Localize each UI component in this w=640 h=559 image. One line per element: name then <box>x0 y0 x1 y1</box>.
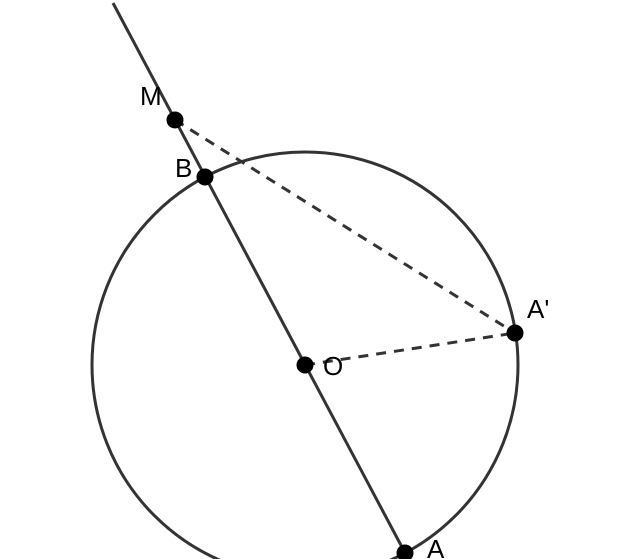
label-O: O <box>323 351 343 381</box>
point-O <box>297 357 313 373</box>
point-B <box>197 169 213 185</box>
point-A_prime <box>507 325 523 341</box>
label-A: A <box>427 534 445 559</box>
label-M: M <box>140 81 162 111</box>
point-M <box>167 112 183 128</box>
geometry-diagram: O B A A' M <box>0 0 640 559</box>
diagram-background <box>0 0 640 559</box>
point-A <box>397 545 413 559</box>
label-B: B <box>175 153 192 183</box>
label-A_prime: A' <box>527 294 549 324</box>
